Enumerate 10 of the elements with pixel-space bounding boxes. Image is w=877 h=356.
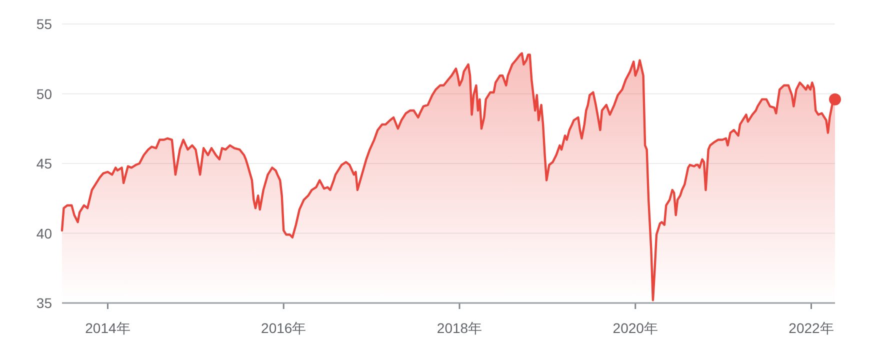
xtick: 2014年 xyxy=(85,320,130,336)
ytick: 45 xyxy=(36,156,52,172)
xtick: 2016年 xyxy=(261,320,306,336)
xtick: 2020年 xyxy=(612,320,658,336)
ytick: 40 xyxy=(36,225,52,242)
xtick: 2022年 xyxy=(788,320,834,336)
ytick: 50 xyxy=(36,86,52,102)
ytick: 35 xyxy=(36,295,52,311)
ytick: 55 xyxy=(36,16,52,32)
xtick: 2018年 xyxy=(436,320,482,336)
